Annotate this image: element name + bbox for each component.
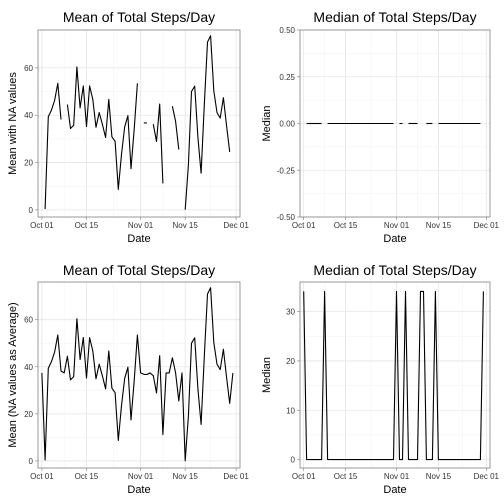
y-tick-label: 0.50 xyxy=(279,26,295,35)
y-axis-label: Median xyxy=(261,105,273,141)
plot-frame xyxy=(37,29,241,218)
x-tick-label: Oct 15 xyxy=(75,472,99,481)
x-tick-label: Oct 01 xyxy=(30,221,54,230)
x-tick-label: Oct 01 xyxy=(292,221,316,230)
y-axis-label: Mean with NA values xyxy=(7,72,19,175)
y-tick-label: 10 xyxy=(286,406,295,415)
x-tick-label: Nov 15 xyxy=(172,221,198,230)
series-line xyxy=(171,106,180,150)
panel-median-with-na: Oct 01 Oct 15 Nov 01 Nov 15 Dec 01 -0.50 -0.25… xyxy=(261,9,500,245)
x-axis-label: Date xyxy=(383,484,406,496)
x-tick-label: Oct 15 xyxy=(334,472,358,481)
plot-frame xyxy=(299,281,491,469)
y-tick-label: 0 xyxy=(291,456,296,465)
y-tick-label: 0.25 xyxy=(279,73,295,82)
x-tick-label: Oct 15 xyxy=(75,221,99,230)
series-line xyxy=(66,66,138,190)
x-tick-label: Nov 15 xyxy=(426,221,452,230)
y-tick-label: 30 xyxy=(286,308,295,317)
series-line xyxy=(44,82,62,210)
y-tick-label: 0 xyxy=(29,206,34,215)
y-tick-label: 40 xyxy=(24,111,33,120)
y-axis-label: Median xyxy=(261,357,273,393)
x-tick-label: Nov 01 xyxy=(128,221,154,230)
x-tick-label: Nov 01 xyxy=(384,472,410,481)
panel-mean-with-na: Oct 01 Oct 15 Nov 01 Nov 15 Dec 01 0 20 40 60 Mea… xyxy=(7,9,249,245)
x-tick-label: Dec 01 xyxy=(474,221,500,230)
x-tick-label: Nov 01 xyxy=(384,221,410,230)
chart-title: Median of Total Steps/Day xyxy=(313,9,476,25)
series-line xyxy=(303,290,484,461)
panel-median-imputed: Oct 01 Oct 15 Nov 01 Nov 15 Dec 01 0 10 20 30 Med… xyxy=(261,262,500,496)
x-tick-label: Nov 15 xyxy=(172,472,198,481)
x-axis-label: Date xyxy=(383,233,406,245)
series-line xyxy=(41,287,234,462)
chart-title: Mean of Total Steps/Day xyxy=(63,9,215,25)
chart-title: Median of Total Steps/Day xyxy=(313,262,476,278)
y-tick-label: 40 xyxy=(24,363,33,372)
y-tick-label: 20 xyxy=(24,159,33,168)
y-tick-label: 0.00 xyxy=(279,120,295,129)
x-tick-label: Oct 15 xyxy=(334,221,358,230)
x-tick-label: Dec 01 xyxy=(223,221,249,230)
x-axis-label: Date xyxy=(127,484,150,496)
plot-frame xyxy=(37,281,241,469)
y-tick-label: -0.50 xyxy=(277,213,296,222)
y-axis-label: Mean (NA values as Average) xyxy=(7,302,19,447)
x-axis-label: Date xyxy=(127,233,150,245)
panel-mean-imputed: Oct 01 Oct 15 Nov 01 Nov 15 Dec 01 0 20 40 60 Mea… xyxy=(7,262,249,496)
x-tick-label: Nov 15 xyxy=(426,472,452,481)
chart-title: Mean of Total Steps/Day xyxy=(63,262,215,278)
x-tick-label: Nov 01 xyxy=(128,472,154,481)
x-tick-label: Oct 01 xyxy=(30,472,54,481)
x-tick-label: Dec 01 xyxy=(223,472,249,481)
series-line xyxy=(152,103,164,184)
y-tick-label: 60 xyxy=(24,316,33,325)
x-tick-label: Oct 01 xyxy=(292,472,316,481)
y-tick-label: -0.25 xyxy=(277,166,296,175)
series-line xyxy=(184,35,231,210)
y-tick-label: 20 xyxy=(24,410,33,419)
y-tick-label: 0 xyxy=(29,457,34,466)
x-tick-label: Dec 01 xyxy=(474,472,500,481)
y-tick-label: 60 xyxy=(24,64,33,73)
y-tick-label: 20 xyxy=(286,357,295,366)
